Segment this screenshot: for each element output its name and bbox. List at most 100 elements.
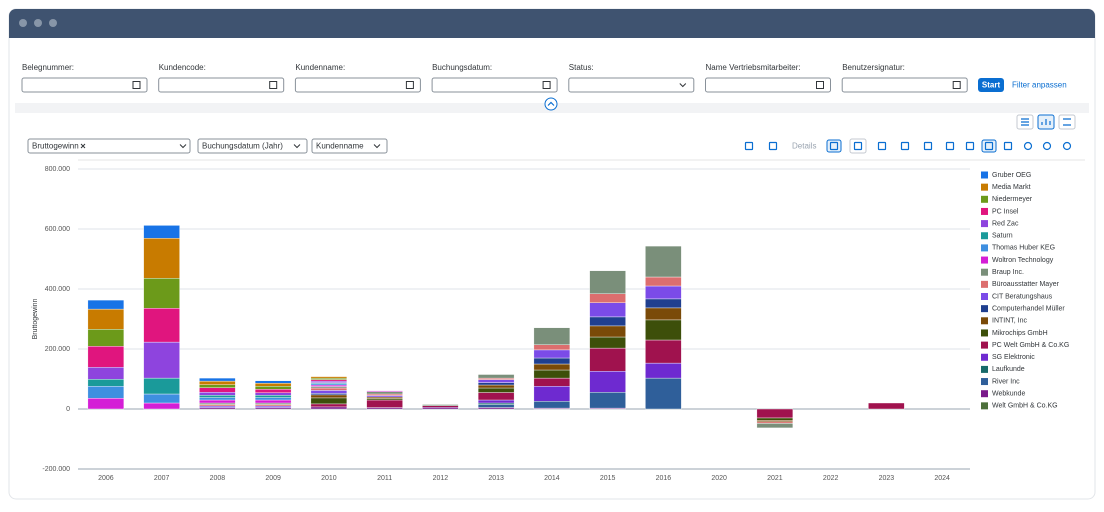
view-icons — [1021, 118, 1071, 126]
legend-label[interactable]: INTINT, Inc — [992, 318, 1028, 325]
tool-button[interactable] — [943, 140, 957, 152]
x-tick-label: 2007 — [154, 475, 170, 482]
filter-input[interactable] — [21, 77, 148, 93]
legend-swatch[interactable] — [981, 195, 988, 203]
legend-label[interactable]: SG Elektronic — [992, 354, 1035, 361]
start-label[interactable]: Start — [982, 81, 1001, 90]
bar-segment — [589, 293, 626, 303]
tool-button[interactable] — [742, 140, 756, 152]
legend-swatch[interactable] — [981, 256, 988, 264]
tool-button[interactable] — [851, 140, 865, 152]
legend-swatch[interactable] — [981, 341, 988, 349]
measure-select[interactable] — [27, 138, 191, 154]
chip-remove[interactable] — [80, 143, 86, 149]
filter-input[interactable] — [294, 77, 421, 93]
x-tick-label: 2014 — [544, 475, 560, 482]
legend-label[interactable]: Braup Inc. — [992, 269, 1024, 276]
tool-button[interactable] — [826, 139, 842, 153]
tool-button[interactable] — [921, 140, 935, 152]
bar-segment — [589, 392, 626, 409]
legend-label[interactable]: Computerhandel Müller — [992, 305, 1065, 312]
x-tick-label: 2023 — [879, 475, 895, 482]
tool-button[interactable] — [766, 140, 780, 152]
bar-segment — [477, 377, 515, 380]
legend-label[interactable]: Thomas Huber KEG — [992, 245, 1055, 252]
tool-button[interactable] — [875, 140, 889, 152]
chart-toolbar — [742, 138, 1074, 154]
filter-input[interactable] — [431, 77, 558, 93]
bar-segment — [254, 397, 292, 401]
tool-button[interactable] — [981, 139, 997, 153]
filter-input[interactable] — [568, 77, 695, 93]
legend-swatch[interactable] — [981, 402, 988, 410]
tool-button[interactable] — [1040, 140, 1054, 152]
legend-label[interactable]: Mikrochips GmbH — [992, 330, 1048, 337]
legend-label[interactable]: River Inc — [992, 378, 1020, 385]
dimension-select[interactable] — [197, 138, 308, 154]
bar-segment — [533, 349, 571, 359]
bar-segment — [366, 407, 403, 410]
legend-label[interactable]: Laufkunde — [992, 366, 1025, 373]
start-button[interactable] — [978, 78, 1004, 92]
details-button[interactable]: Details — [792, 142, 816, 151]
bar-segment — [143, 308, 180, 343]
bar-segment — [533, 357, 571, 365]
icon-frame — [849, 138, 867, 154]
legend-label[interactable]: PC Insel — [992, 208, 1019, 215]
legend-swatch[interactable] — [981, 244, 988, 252]
bar-segment — [645, 276, 682, 287]
tool-icon — [965, 141, 975, 151]
collapse-button[interactable] — [544, 97, 558, 111]
legend-label[interactable]: Red Zac — [992, 220, 1019, 227]
legend-swatch[interactable] — [981, 183, 988, 191]
legend-label[interactable]: Saturn — [992, 233, 1013, 240]
legend-swatch[interactable] — [981, 171, 988, 179]
value-help-icon — [952, 81, 961, 89]
legend-label[interactable]: Gruber OEG — [992, 172, 1031, 179]
legend-label[interactable]: Büroausstatter Mayer — [992, 281, 1060, 288]
tool-button[interactable] — [1021, 140, 1035, 152]
tool-button[interactable] — [963, 140, 977, 152]
legend-label[interactable]: Welt GmbH & Co.KG — [992, 403, 1058, 410]
bar-segment — [477, 392, 515, 401]
legend-label[interactable]: Woltron Technology — [992, 257, 1054, 264]
filter-adapt[interactable]: Filter anpassen — [1012, 81, 1067, 90]
bar-segment — [533, 344, 571, 351]
filter-input[interactable] — [841, 77, 968, 93]
legend-swatch[interactable] — [981, 220, 988, 228]
legend-swatch[interactable] — [981, 293, 988, 300]
legend-label[interactable]: Webkunde — [992, 391, 1025, 398]
y-axis-title: Bruttogewinn — [32, 298, 39, 339]
legend-label[interactable]: Media Markt — [992, 184, 1031, 191]
bar-segment — [254, 402, 292, 405]
legend-label[interactable]: PC Welt GmbH & Co.KG — [992, 342, 1069, 349]
filter-input[interactable] — [158, 77, 285, 93]
legend-swatch[interactable] — [981, 232, 988, 240]
tool-button[interactable] — [1060, 140, 1074, 152]
bar-segment — [254, 383, 292, 387]
bar-segment — [422, 404, 459, 406]
bar-segment — [310, 406, 348, 410]
legend-label[interactable]: CIT Beratungshaus — [992, 293, 1053, 300]
bar-segment — [756, 421, 794, 424]
combined-view[interactable] — [1058, 114, 1076, 130]
legend-swatch[interactable] — [981, 353, 988, 361]
legend-swatch[interactable] — [981, 378, 988, 386]
tool-button[interactable] — [898, 140, 912, 152]
legend-swatch[interactable] — [981, 280, 988, 288]
legend-swatch[interactable] — [981, 268, 988, 276]
dimension-select[interactable] — [311, 138, 388, 154]
legend-swatch[interactable] — [981, 305, 988, 313]
bar-segment — [645, 245, 682, 278]
tool-button[interactable] — [1001, 140, 1015, 152]
legend-swatch[interactable] — [981, 207, 988, 215]
filter-input[interactable] — [705, 77, 831, 93]
legend-swatch[interactable] — [981, 317, 988, 325]
legend-swatch[interactable] — [981, 390, 988, 398]
tool-icon — [877, 141, 887, 151]
bar-segment — [477, 382, 515, 386]
legend-swatch[interactable] — [981, 329, 988, 337]
tool-icon — [1042, 141, 1052, 151]
legend-label[interactable]: Niedermeyer — [992, 196, 1033, 203]
legend-swatch[interactable] — [981, 365, 988, 373]
